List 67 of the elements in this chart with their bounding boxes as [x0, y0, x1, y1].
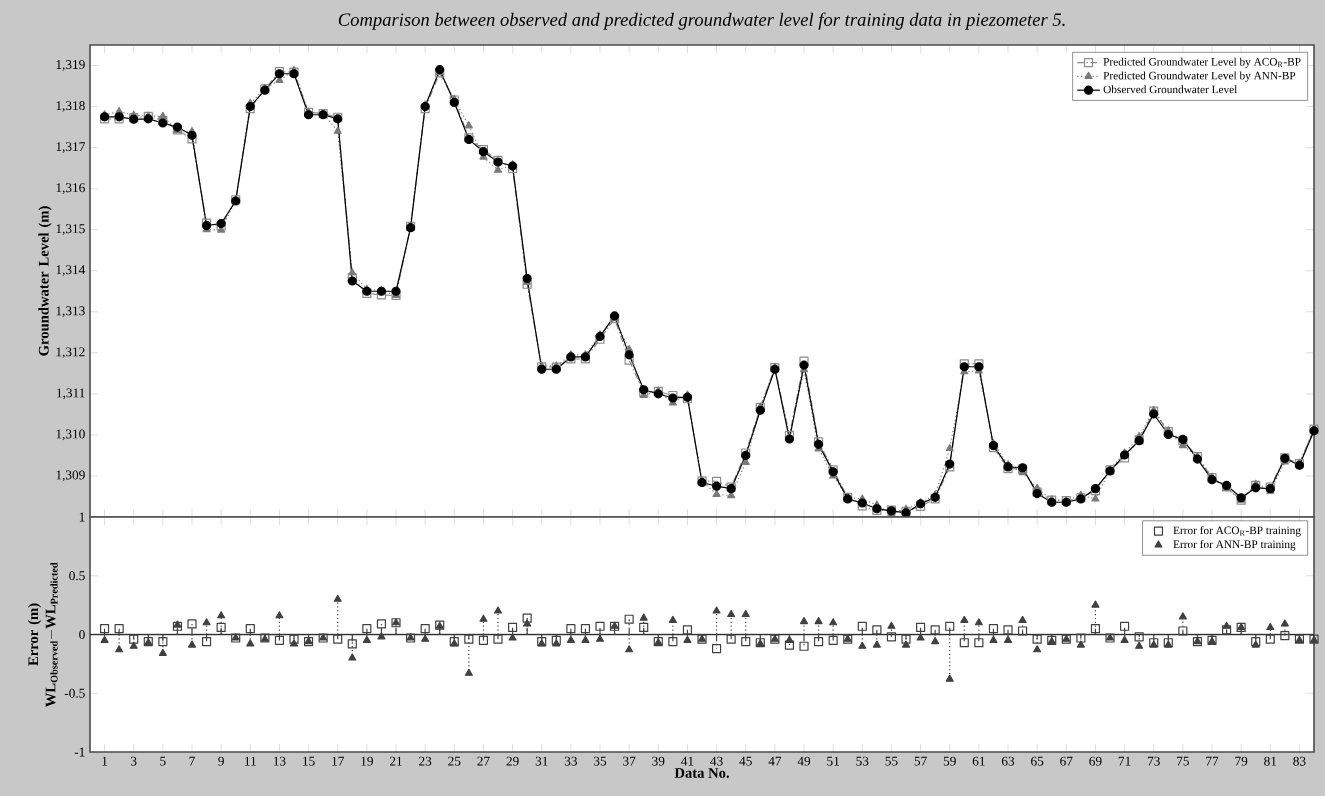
x-tick-label: 59	[943, 756, 956, 766]
legend-label: Error for ANN-BP training	[1173, 540, 1296, 551]
x-tick-label: 19	[361, 756, 373, 766]
y-tick-label: 1,311	[57, 388, 85, 400]
x-tick-label: 25	[448, 756, 461, 766]
x-tick-label: 17	[332, 756, 344, 766]
x-tick-label: 13	[273, 756, 286, 766]
x-tick-label: 39	[652, 756, 665, 766]
x-tick-label: 83	[1293, 756, 1306, 766]
x-tick-label: 71	[1118, 756, 1131, 766]
y-tick-label: 1,316	[56, 183, 85, 195]
y-tick-label: 1,319	[56, 60, 85, 71]
y-tick-label: 1,317	[56, 142, 85, 154]
x-tick-label: 63	[1001, 756, 1015, 766]
x-tick-label: 61	[972, 756, 985, 766]
legend-label: Observed Groundwater Level	[1103, 85, 1238, 94]
x-tick-label: 77	[1206, 756, 1219, 766]
x-tick-label: 79	[1235, 756, 1248, 766]
x-tick-label: 55	[885, 756, 898, 766]
y-tick-label: 1	[79, 512, 85, 522]
y-tick-label: 1,318	[56, 101, 85, 112]
x-tick-label: 67	[1060, 756, 1073, 766]
x-tick-label: 49	[797, 756, 811, 766]
y-tick-label: 1,314	[56, 265, 86, 277]
x-tick-label: 35	[594, 756, 607, 766]
y-tick-label: 1,315	[56, 224, 85, 236]
x-tick-label: 5	[160, 756, 166, 766]
y-axis-title: Groundwater Level (m)	[38, 206, 52, 356]
x-tick-label: 45	[739, 756, 752, 766]
x-tick-label: 23	[419, 756, 432, 766]
x-tick-label: 11	[245, 756, 256, 766]
x-tick-label: 7	[189, 756, 195, 766]
x-tick-label: 57	[914, 756, 927, 766]
x-tick-label: 43	[710, 756, 723, 766]
y-tick-label: 1,312	[56, 347, 85, 359]
x-tick-label: 65	[1031, 756, 1044, 766]
x-tick-label: 51	[827, 756, 840, 766]
x-tick-label: 33	[564, 756, 577, 766]
x-tick-label: 53	[856, 756, 869, 766]
y-tick-label: -1	[74, 747, 85, 757]
x-tick-label: 73	[1147, 756, 1160, 766]
x-tick-label: 75	[1177, 756, 1189, 766]
x-tick-label: 21	[389, 756, 402, 766]
x-tick-label: 29	[506, 756, 519, 766]
x-tick-label: 69	[1089, 756, 1102, 766]
y-axis-title: $\begin{array}{c}\text{Error (m)}\\ \mathbf{WL}_{\mathbf{Observed}}\mathbf{-WL}_{\mathbf{Predicted}}\end{array}$	[27, 562, 58, 708]
y-tick-label: 0.5	[69, 571, 85, 581]
x-tick-label: 41	[681, 756, 694, 766]
x-tick-label: 37	[623, 756, 636, 766]
x-tick-label: 1	[102, 756, 108, 766]
legend-label: Predicted Groundwater Level by ACO$_{R}$-BP	[1103, 57, 1301, 68]
x-tick-label: 81	[1264, 756, 1277, 766]
y-tick-label: 1,309	[56, 470, 85, 482]
legend-label: Error for ACO$_{R}$-BP training	[1173, 526, 1301, 537]
y-tick-label: 1,310	[56, 429, 85, 441]
x-tick-label: 27	[477, 756, 490, 766]
x-tick-label: 15	[303, 756, 315, 766]
x-tick-label: 31	[535, 756, 548, 766]
y-tick-label: 0	[79, 630, 85, 639]
chart-title: Comparison between observed and predicted groundwater level for training data in piezometer 5.	[338, 12, 1065, 30]
y-tick-label: -0.5	[64, 688, 85, 698]
x-tick-label: 9	[218, 756, 224, 766]
y-tick-label: 1,313	[56, 306, 85, 318]
x-tick-label: 47	[768, 756, 782, 766]
legend-label: Predicted Groundwater Level by ANN-BP	[1103, 71, 1296, 82]
x-tick-label: 3	[131, 756, 137, 766]
x-axis-title: Data No.	[674, 768, 729, 778]
